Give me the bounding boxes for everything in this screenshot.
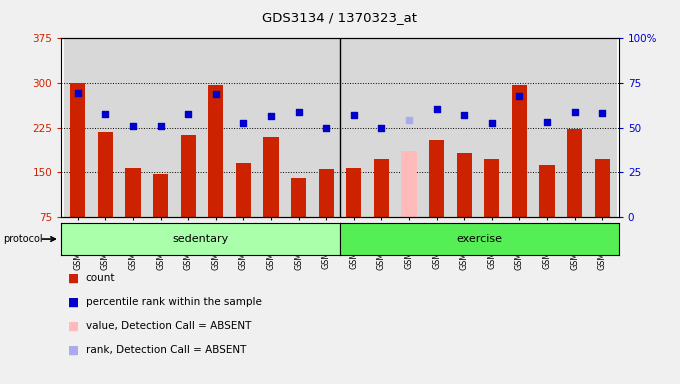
Bar: [319, 169, 334, 217]
Bar: [567, 129, 582, 217]
Bar: [208, 85, 223, 217]
Bar: [98, 132, 113, 217]
Point: [100, 111, 111, 117]
Point: [541, 119, 552, 125]
Bar: [153, 174, 168, 217]
Bar: [263, 137, 279, 217]
Bar: [236, 164, 251, 217]
Bar: [561, 38, 588, 217]
Point: [128, 123, 139, 129]
Bar: [457, 153, 472, 217]
Bar: [92, 38, 119, 217]
Bar: [588, 38, 616, 217]
Text: GDS3134 / 1370323_at: GDS3134 / 1370323_at: [262, 12, 418, 25]
Text: sedentary: sedentary: [173, 234, 228, 244]
Bar: [374, 159, 389, 217]
Bar: [291, 178, 306, 217]
Point: [266, 113, 277, 119]
Bar: [285, 38, 312, 217]
Bar: [423, 38, 450, 217]
Point: [569, 109, 580, 115]
Text: exercise: exercise: [456, 234, 503, 244]
Point: [348, 111, 359, 118]
Text: percentile rank within the sample: percentile rank within the sample: [86, 297, 262, 307]
Bar: [429, 140, 444, 217]
Point: [514, 93, 525, 99]
Text: rank, Detection Call = ABSENT: rank, Detection Call = ABSENT: [86, 345, 246, 355]
Bar: [340, 38, 368, 217]
Bar: [478, 38, 506, 217]
Bar: [539, 165, 555, 217]
Bar: [119, 38, 147, 217]
Point: [210, 91, 221, 97]
Text: ■: ■: [68, 296, 79, 309]
Text: value, Detection Call = ABSENT: value, Detection Call = ABSENT: [86, 321, 251, 331]
Bar: [70, 83, 86, 217]
Point: [459, 111, 470, 118]
Point: [597, 110, 608, 116]
Point: [486, 120, 497, 126]
Bar: [401, 152, 417, 217]
Text: protocol: protocol: [3, 234, 43, 244]
Point: [431, 106, 442, 112]
Point: [403, 117, 414, 123]
Bar: [533, 38, 561, 217]
Bar: [484, 159, 499, 217]
Bar: [147, 38, 174, 217]
Text: ■: ■: [68, 319, 79, 333]
Point: [238, 120, 249, 126]
Bar: [506, 38, 533, 217]
Bar: [512, 85, 527, 217]
Bar: [257, 38, 285, 217]
Point: [72, 90, 83, 96]
Bar: [181, 135, 196, 217]
Bar: [346, 167, 361, 217]
Bar: [174, 38, 202, 217]
Point: [376, 124, 387, 131]
Bar: [202, 38, 230, 217]
Text: count: count: [86, 273, 115, 283]
Bar: [368, 38, 395, 217]
Bar: [64, 38, 92, 217]
Point: [183, 111, 194, 117]
Bar: [125, 167, 141, 217]
Bar: [450, 38, 478, 217]
Point: [293, 109, 304, 115]
Point: [155, 123, 166, 129]
Bar: [230, 38, 257, 217]
Bar: [594, 159, 610, 217]
Text: ■: ■: [68, 272, 79, 285]
Text: ■: ■: [68, 343, 79, 356]
Bar: [395, 38, 423, 217]
Bar: [312, 38, 340, 217]
Point: [321, 124, 332, 131]
